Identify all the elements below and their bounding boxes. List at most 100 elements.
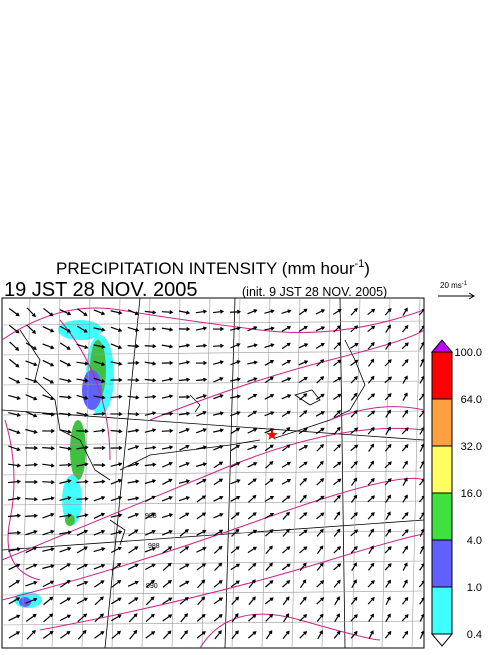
isobar: [329, 406, 424, 421]
wind-arrow: [384, 359, 392, 367]
wind-arrow: [76, 412, 89, 417]
wind-arrow: [26, 324, 37, 334]
wind-arrow: [385, 426, 391, 435]
wind-arrow: [333, 410, 341, 418]
wind-arrow: [350, 529, 359, 537]
wind-arrow: [162, 630, 172, 640]
precip-area: [65, 514, 75, 526]
wind-arrow: [247, 377, 258, 383]
wind-arrow: [178, 310, 191, 315]
wind-arrow: [8, 513, 22, 518]
wind-arrow: [179, 444, 190, 451]
isobar: [59, 319, 111, 461]
wind-arrow: [76, 343, 89, 349]
wind-arrow: [368, 613, 374, 622]
wind-arrow: [76, 529, 89, 536]
wind-arrow: [350, 512, 358, 520]
wind-arrow: [333, 426, 341, 435]
wind-arrow: [230, 326, 241, 331]
map: 988 988 990: [1, 297, 425, 649]
wind-arrow: [76, 445, 89, 450]
wind-arrow: [59, 530, 72, 535]
wind-arrow: [161, 394, 174, 399]
wind-arrow: [111, 562, 122, 571]
wind-arrow: [401, 359, 409, 367]
wind-arrow: [419, 460, 424, 469]
wind-arrow: [127, 395, 140, 400]
wind-arrow: [419, 528, 424, 537]
wind-arrow: [128, 529, 139, 537]
grid-line: [411, 298, 421, 648]
isobar: [4, 419, 41, 581]
precip-area: [19, 597, 31, 607]
isobar-label: 988: [148, 543, 160, 550]
wind-arrow: [230, 495, 241, 502]
wind-arrow: [315, 393, 325, 401]
wind-arrow: [25, 597, 38, 604]
wind-arrow: [161, 529, 173, 536]
wind-arrow: [161, 461, 173, 468]
wind-arrow: [42, 512, 55, 519]
wind-arrow: [77, 629, 87, 640]
wind-arrow: [230, 580, 240, 588]
wind-arrow: [127, 360, 140, 365]
wind-arrow: [248, 596, 256, 606]
wind-arrow: [281, 394, 292, 400]
wind-arrow: [367, 580, 375, 588]
wind-arrow: [8, 376, 21, 384]
wind-arrow: [145, 631, 156, 639]
wind-arrow: [93, 327, 106, 332]
precip-area: [62, 475, 82, 525]
wind-arrow: [128, 597, 139, 605]
wind-arrow: [265, 580, 274, 588]
wind-arrow: [8, 631, 21, 639]
wind-arrow: [367, 375, 375, 384]
grid-line: [2, 350, 424, 356]
wind-arrow: [316, 512, 325, 520]
grid-line: [51, 298, 61, 648]
wind-arrow: [161, 360, 174, 365]
wind-arrow: [25, 394, 38, 401]
wind-arrow: [214, 562, 223, 572]
wind-arrow: [247, 360, 258, 365]
wind-arrow: [385, 613, 391, 622]
wind-arrow: [8, 324, 20, 334]
wind-arrow: [231, 596, 240, 605]
wind-arrow: [367, 342, 375, 350]
wind-arrow: [9, 341, 20, 351]
wind-arrow: [299, 410, 308, 418]
wind-arrow: [350, 444, 359, 452]
wind-arrow: [419, 630, 424, 639]
wind-arrow: [128, 546, 139, 554]
wind-arrow: [230, 377, 241, 382]
wind-arrow: [281, 461, 291, 468]
wind-arrow: [110, 377, 123, 383]
wind-arrow: [265, 562, 273, 571]
wind-arrow: [8, 547, 21, 552]
wind-arrow: [93, 512, 106, 519]
wind-arrow: [178, 462, 190, 468]
wind-arrow: [25, 479, 39, 485]
wind-arrow: [127, 462, 140, 468]
wind-arrow: [127, 479, 140, 484]
wind-arrow: [401, 512, 409, 520]
wind-arrow: [265, 630, 273, 640]
wind-arrow: [384, 546, 392, 554]
wind-arrow: [178, 428, 190, 434]
grid-line: [2, 440, 424, 446]
wind-arrow: [59, 325, 72, 333]
wind-arrow: [212, 343, 225, 348]
wind-arrow: [230, 546, 240, 554]
grid-line: [2, 620, 424, 626]
isobar: [2, 427, 424, 561]
wind-arrow: [402, 545, 408, 554]
wind-arrow: [8, 394, 21, 400]
wind-arrow: [298, 461, 308, 469]
grid-line: [291, 298, 301, 648]
title-superscript: -1: [355, 258, 365, 270]
wind-arrow: [385, 579, 391, 588]
grid-line: [2, 560, 424, 566]
wind-arrow: [178, 327, 191, 332]
wind-arrow: [384, 630, 392, 639]
wind-arrow: [333, 579, 341, 588]
